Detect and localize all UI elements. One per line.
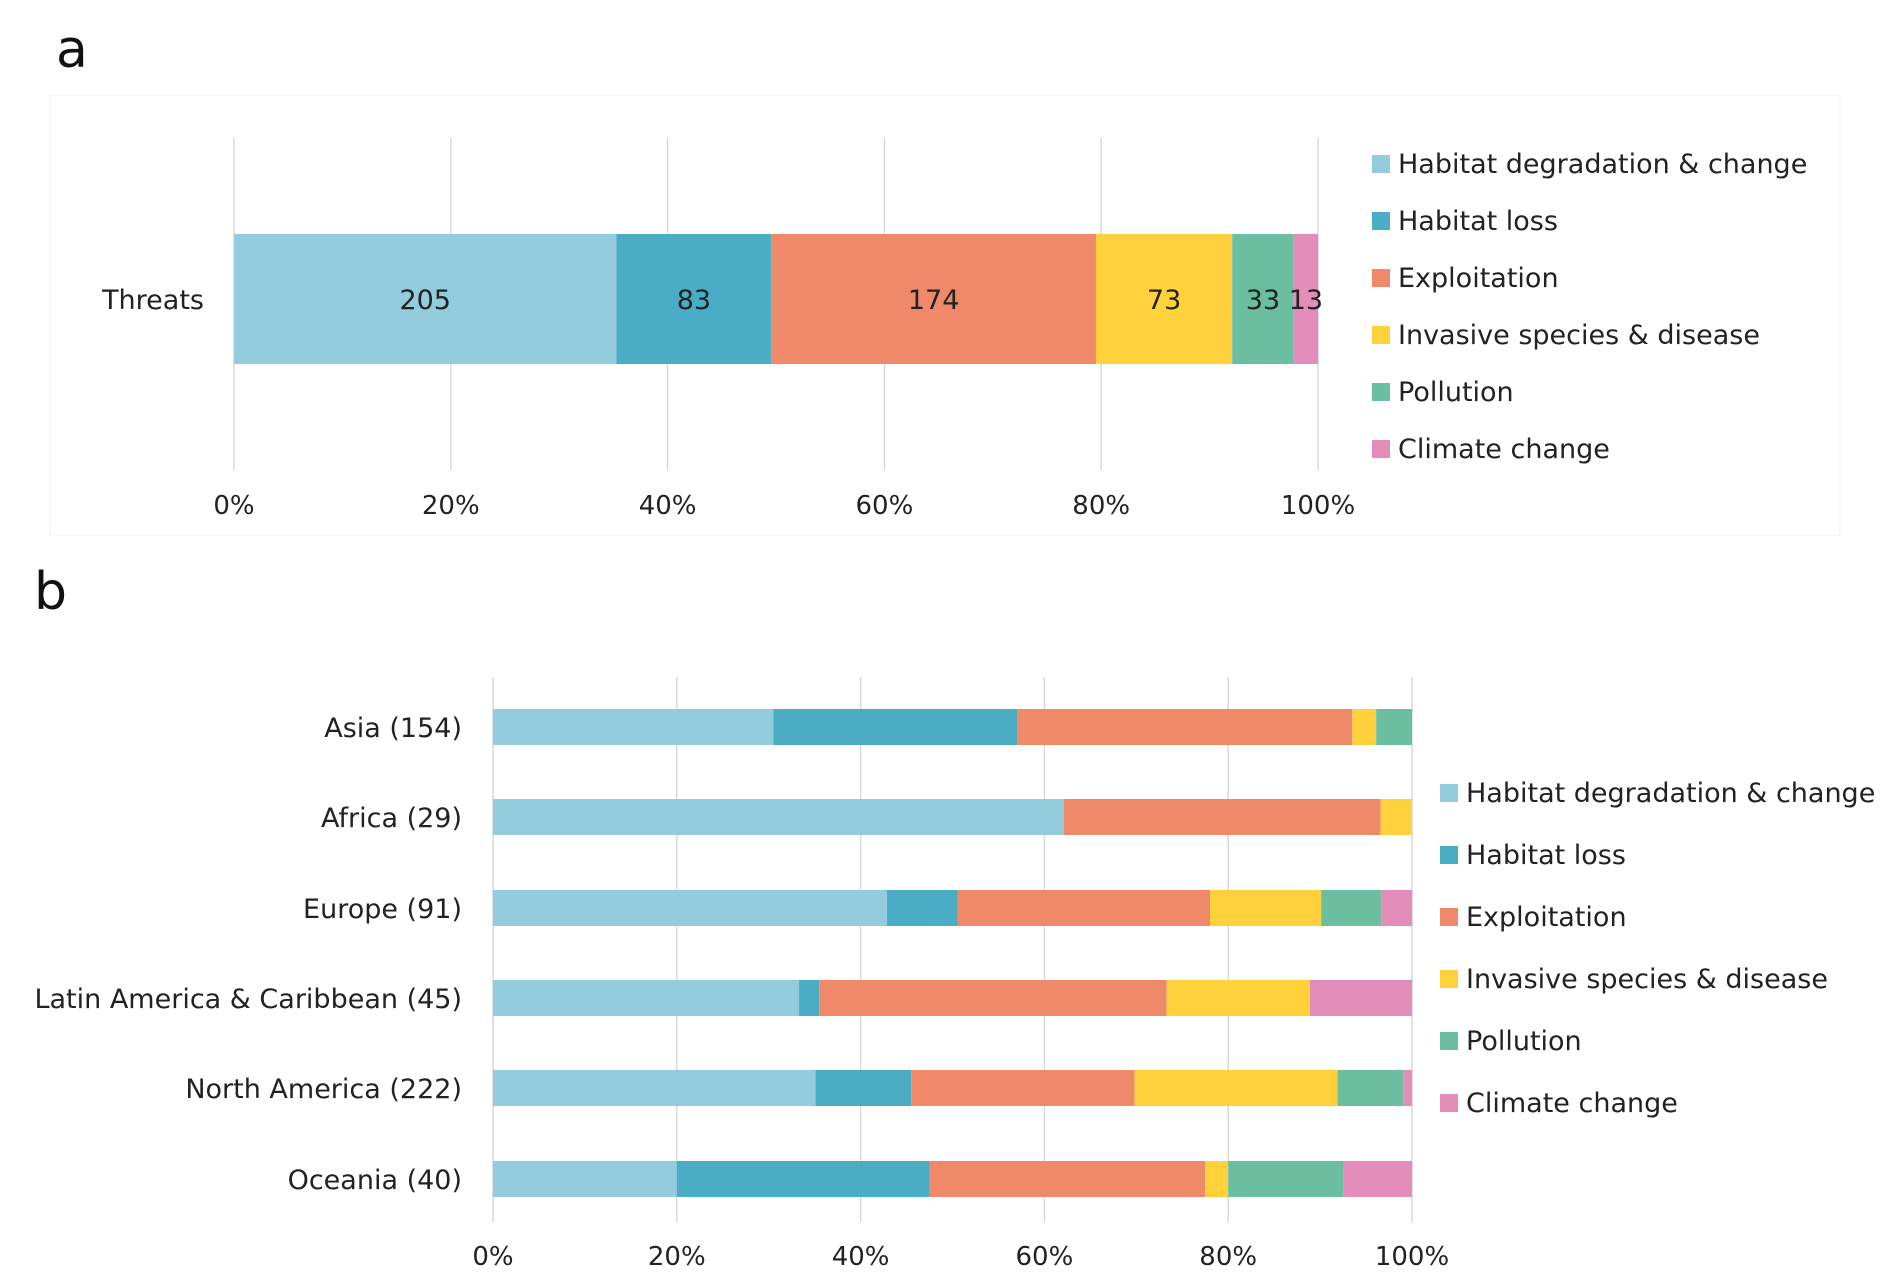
bar-segment-invasive-species-disease — [1205, 1161, 1229, 1197]
category-label: North America (222) — [185, 1074, 462, 1105]
x-tick-label: 0% — [213, 491, 254, 521]
bar-segment-pollution — [1337, 1070, 1404, 1106]
x-tick-label: 100% — [1281, 491, 1355, 521]
bar-segment-habitat-degradation-change — [493, 980, 800, 1016]
bar-segment-exploitation — [819, 980, 1167, 1016]
legend-label: Pollution — [1398, 377, 1514, 408]
bar-segment-pollution — [1228, 1161, 1344, 1197]
legend-swatch — [1372, 212, 1390, 230]
panel-label-a: a — [56, 20, 88, 80]
data-label: 174 — [908, 285, 960, 316]
x-tick-label: 60% — [856, 491, 914, 521]
category-label: Oceania (40) — [288, 1165, 462, 1196]
bar-segment-habitat-loss — [799, 980, 820, 1016]
data-label: 13 — [1289, 285, 1323, 316]
x-tick-label: 0% — [472, 1242, 513, 1272]
data-label: 83 — [677, 285, 711, 316]
x-tick-label: 20% — [648, 1242, 706, 1272]
legend-label: Exploitation — [1398, 263, 1559, 294]
bar-segment-habitat-degradation-change — [493, 799, 1064, 835]
bar-segment-exploitation — [929, 1161, 1206, 1197]
category-label: Africa (29) — [321, 803, 462, 834]
data-label: 205 — [399, 285, 451, 316]
category-label: Latin America & Caribbean (45) — [34, 984, 462, 1015]
bar-segment-climate-change — [1309, 980, 1412, 1016]
bar-segment-climate-change — [1343, 1161, 1412, 1197]
bar-segment-exploitation — [1063, 799, 1381, 835]
bar-segment-habitat-loss — [676, 1161, 930, 1197]
bar-segment-habitat-loss — [815, 1070, 912, 1106]
bar-segment-habitat-degradation-change — [234, 234, 617, 364]
legend-label: Habitat degradation & change — [1398, 149, 1807, 180]
legend-swatch — [1372, 269, 1390, 287]
data-label: 33 — [1246, 285, 1280, 316]
legend-swatch — [1440, 1094, 1458, 1112]
bar-segment-habitat-degradation-change — [493, 1070, 816, 1106]
data-label: 73 — [1147, 285, 1181, 316]
legend-label: Habitat loss — [1398, 206, 1558, 237]
x-tick-label: 20% — [422, 491, 480, 521]
bar-segment-habitat-degradation-change — [493, 709, 774, 745]
x-tick-label: 80% — [1072, 491, 1130, 521]
x-tick-label: 40% — [639, 491, 697, 521]
bar-segment-pollution — [1376, 709, 1412, 745]
legend-label: Pollution — [1466, 1026, 1582, 1057]
bar-segment-climate-change — [1293, 234, 1318, 364]
x-tick-label: 40% — [832, 1242, 890, 1272]
x-tick-label: 80% — [1199, 1242, 1257, 1272]
legend-swatch — [1372, 440, 1390, 458]
bar-segment-exploitation — [1017, 709, 1353, 745]
legend-swatch — [1440, 846, 1458, 864]
legend-swatch — [1372, 155, 1390, 173]
legend-swatch — [1372, 383, 1390, 401]
legend-swatch — [1440, 970, 1458, 988]
bar-segment-invasive-species-disease — [1166, 980, 1310, 1016]
bar-segment-invasive-species-disease — [1134, 1070, 1338, 1106]
bar-segment-habitat-loss — [886, 890, 958, 926]
legend-swatch — [1440, 784, 1458, 802]
bar-segment-invasive-species-disease — [1352, 709, 1377, 745]
bar-segment-climate-change — [1381, 890, 1412, 926]
category-label: Threats — [101, 285, 204, 316]
category-label: Europe (91) — [303, 894, 462, 925]
bar-segment-habitat-loss — [616, 234, 772, 364]
legend-label: Exploitation — [1466, 902, 1627, 933]
legend-label: Habitat degradation & change — [1466, 778, 1875, 809]
legend-label: Invasive species & disease — [1466, 964, 1828, 995]
legend-swatch — [1440, 908, 1458, 926]
legend-label: Invasive species & disease — [1398, 320, 1760, 351]
panel-b-chart: 0% 20% 40% 60% 80% 100% Asia (154) Africa (29) E… — [34, 677, 1875, 1272]
x-tick-label: 60% — [1016, 1242, 1074, 1272]
bar-segment-exploitation — [911, 1070, 1135, 1106]
panel-label-b: b — [34, 562, 68, 622]
bar-segment-exploitation — [957, 890, 1211, 926]
legend-swatch — [1372, 326, 1390, 344]
bar-segment-pollution — [1232, 234, 1294, 364]
legend-label: Climate change — [1398, 434, 1610, 465]
bar-segment-climate-change — [1403, 1070, 1412, 1106]
legend-label: Habitat loss — [1466, 840, 1626, 871]
panel-a-chart: 0% 20% 40% 60% 80% 100% 205 83 174 73 33 13 Threats H… — [101, 138, 1807, 521]
bar-segment-invasive-species-disease — [1380, 799, 1412, 835]
bar-segment-habitat-loss — [773, 709, 1018, 745]
bar-segment-invasive-species-disease — [1210, 890, 1322, 926]
bar-segment-habitat-degradation-change — [493, 1161, 677, 1197]
bar-segment-exploitation — [771, 234, 1096, 364]
legend-swatch — [1440, 1032, 1458, 1050]
x-tick-label: 100% — [1375, 1242, 1449, 1272]
legend-label: Climate change — [1466, 1088, 1678, 1119]
bar-segment-invasive-species-disease — [1095, 234, 1233, 364]
bar-segment-habitat-degradation-change — [493, 890, 887, 926]
category-label: Asia (154) — [324, 713, 462, 744]
bar-segment-pollution — [1321, 890, 1382, 926]
